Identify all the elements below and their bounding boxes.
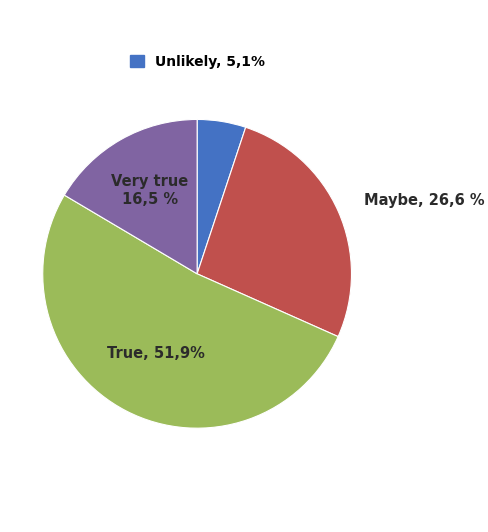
Wedge shape bbox=[42, 195, 337, 428]
Text: Very true
16,5 %: Very true 16,5 % bbox=[111, 174, 188, 207]
Text: Maybe, 26,6 %: Maybe, 26,6 % bbox=[363, 193, 484, 207]
Wedge shape bbox=[197, 127, 351, 337]
Wedge shape bbox=[64, 120, 197, 274]
Text: True, 51,9%: True, 51,9% bbox=[107, 346, 204, 361]
Wedge shape bbox=[197, 120, 245, 274]
Legend: Unlikely, 5,1%: Unlikely, 5,1% bbox=[124, 49, 269, 74]
